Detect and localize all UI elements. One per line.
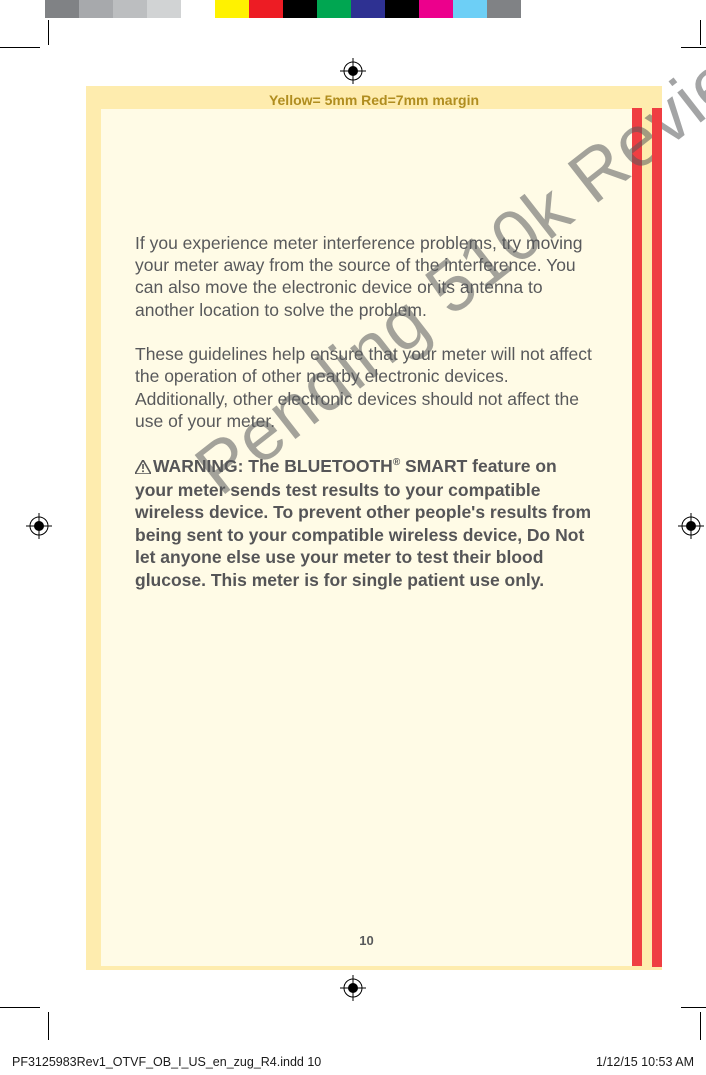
color-swatch xyxy=(283,0,317,18)
color-swatch xyxy=(113,0,147,18)
paragraph: These guidelines help ensure that your m… xyxy=(135,343,598,433)
crop-mark xyxy=(0,47,40,48)
color-swatch xyxy=(147,0,181,18)
slug-filename: PF3125983Rev1_OTVF_OB_I_US_en_zug_R4.ind… xyxy=(12,1055,321,1069)
registration-mark-icon xyxy=(678,513,704,539)
red-margin-stripe xyxy=(652,108,662,967)
warning-text: Do Not xyxy=(527,525,584,545)
paragraph: If you experience meter interference pro… xyxy=(135,232,598,322)
warning-paragraph: WARNING: The BLUETOOTH® SMART feature on… xyxy=(135,455,598,591)
color-swatch xyxy=(79,0,113,18)
print-color-bar xyxy=(45,0,521,18)
color-swatch xyxy=(385,0,419,18)
color-swatch xyxy=(419,0,453,18)
crop-mark xyxy=(681,47,706,48)
crop-mark xyxy=(700,1012,701,1040)
print-slug: PF3125983Rev1_OTVF_OB_I_US_en_zug_R4.ind… xyxy=(12,1055,694,1069)
crop-mark xyxy=(0,1007,40,1008)
color-swatch xyxy=(45,0,79,18)
page-bleed: Yellow= 5mm Red=7mm margin If you experi… xyxy=(86,86,662,970)
crop-mark xyxy=(48,1012,49,1040)
warning-text: let anyone else use your meter to test t… xyxy=(135,547,544,589)
warning-icon xyxy=(135,457,151,479)
registration-mark-icon xyxy=(340,975,366,1001)
color-swatch xyxy=(487,0,521,18)
crop-mark xyxy=(48,20,49,45)
color-swatch xyxy=(317,0,351,18)
slug-datetime: 1/12/15 10:53 AM xyxy=(596,1055,694,1069)
color-swatch xyxy=(249,0,283,18)
color-swatch xyxy=(181,0,215,18)
color-swatch xyxy=(351,0,385,18)
red-margin-stripe xyxy=(632,108,642,966)
color-swatch xyxy=(453,0,487,18)
page-number: 10 xyxy=(101,933,632,948)
crop-mark xyxy=(681,1007,706,1008)
color-swatch xyxy=(215,0,249,18)
warning-text: WARNING: The BLUETOOTH xyxy=(153,456,393,476)
registration-mark-icon xyxy=(26,513,52,539)
registration-mark-icon xyxy=(340,58,366,84)
page-content: If you experience meter interference pro… xyxy=(101,109,632,966)
crop-mark xyxy=(700,20,701,45)
margin-guide-label: Yellow= 5mm Red=7mm margin xyxy=(86,92,662,108)
